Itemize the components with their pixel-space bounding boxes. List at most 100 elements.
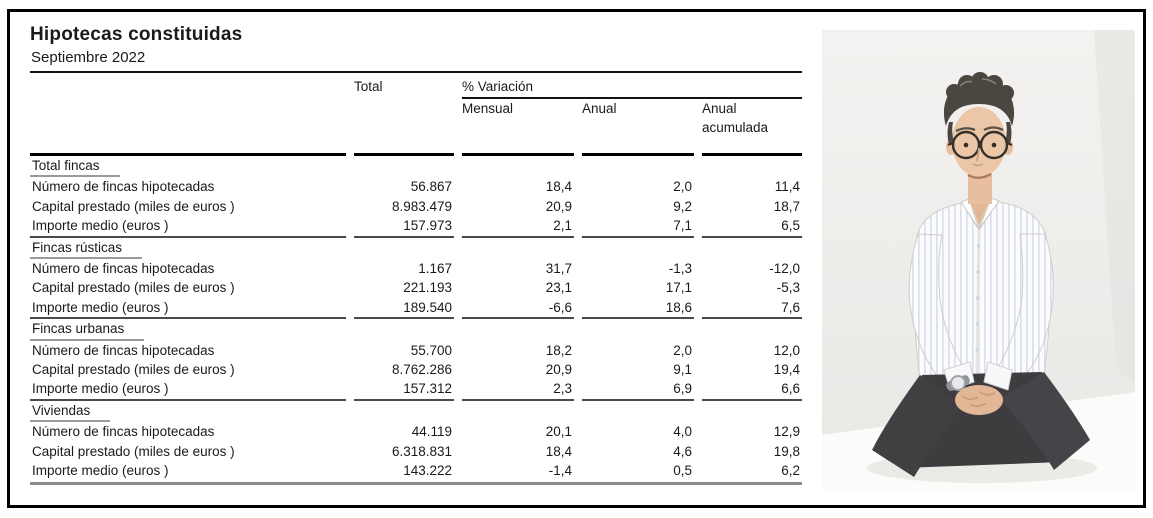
header-spacer: [30, 99, 346, 153]
section-title-row: Total fincas: [30, 153, 346, 178]
value-cell-monthly: 20,1: [545, 424, 572, 440]
row-label: Número de fincas hipotecadas: [32, 342, 215, 358]
value-cell-monthly: -1,4: [548, 463, 572, 479]
row-label: Importe medio (euros ): [32, 463, 169, 479]
row-label: Capital prestado (miles de euros ): [32, 198, 235, 214]
section-separator: [702, 317, 802, 340]
value-cell-annual-cumulative: 18,7: [773, 198, 800, 214]
value-cell-annual-cumulative: 7,6: [781, 299, 800, 315]
value-cell-monthly: -6,6: [548, 299, 572, 315]
value-cell-annual-cumulative: -12,0: [769, 261, 800, 277]
page-title: Hipotecas constituidas: [30, 24, 243, 45]
mortgages-table: Total % Variación Mensual Anual Anual ac…: [30, 73, 802, 489]
section-separator: [354, 153, 454, 177]
section-title-row: Fincas rústicas: [30, 235, 346, 260]
header-spacer: [30, 73, 346, 97]
value-cell-total: 56.867: [410, 179, 452, 195]
value-cell-annual-cumulative: 6,6: [781, 381, 800, 397]
value-cell-total: 143.222: [403, 463, 452, 479]
value-cell-total: 8.983.479: [391, 198, 452, 214]
header-spacer: [354, 99, 454, 153]
value-cell-annual-cumulative: 11,4: [774, 179, 800, 195]
value-cell-annual-cumulative: 12,9: [773, 424, 800, 440]
section-separator: [354, 398, 454, 422]
value-cell-total: 157.973: [403, 218, 452, 234]
row-label: Número de fincas hipotecadas: [32, 424, 215, 440]
value-cell-annual-cumulative: 12,0: [773, 342, 800, 358]
value-cell-annual-cumulative: -5,3: [776, 280, 800, 296]
row-label: Importe medio (euros ): [32, 299, 169, 315]
section-separator: [462, 153, 574, 177]
col-header-total: Total: [354, 79, 383, 94]
section-title-row: Viviendas: [30, 398, 346, 423]
row-label: Importe medio (euros ): [32, 218, 169, 234]
value-cell-annual: 18,6: [665, 299, 692, 315]
section-separator: [702, 398, 802, 422]
value-cell-monthly: 23,1: [545, 280, 572, 296]
value-cell-annual: -1,3: [668, 261, 692, 277]
col-header-variation-group: % Variación: [462, 73, 802, 99]
section-separator: [582, 398, 694, 422]
section-separator: [582, 153, 694, 177]
value-cell-annual-cumulative: 19,4: [773, 362, 800, 378]
row-label: Número de fincas hipotecadas: [32, 261, 215, 277]
value-cell-annual: 7,1: [673, 218, 692, 234]
section-title: Viviendas: [30, 401, 111, 423]
section-separator: [462, 398, 574, 422]
row-label: Capital prestado (miles de euros ): [32, 443, 235, 459]
value-cell-annual: 4,0: [673, 424, 692, 440]
section-title-row: Fincas urbanas: [30, 317, 346, 341]
section-separator: [462, 235, 574, 259]
section-title: Total fincas: [30, 156, 120, 178]
value-cell-monthly: 2,1: [553, 218, 572, 234]
person-illustration: [822, 30, 1135, 490]
section-separator: [582, 317, 694, 340]
value-cell-annual: 17,1: [665, 280, 692, 296]
value-cell-total: 221.193: [403, 280, 452, 296]
section-title: Fincas rústicas: [30, 238, 143, 260]
value-cell-monthly: 31,7: [545, 261, 572, 277]
row-label: Capital prestado (miles de euros ): [32, 362, 235, 378]
section-separator: [462, 317, 574, 340]
value-cell-annual: 0,5: [673, 463, 692, 479]
section-separator: [354, 235, 454, 259]
value-cell-total: 55.700: [410, 342, 452, 358]
value-cell-annual: 2,0: [673, 179, 692, 195]
section-separator: [354, 317, 454, 340]
value-cell-monthly: 18,2: [545, 342, 572, 358]
page-subtitle: Septiembre 2022: [31, 49, 146, 66]
document-frame: Hipotecas constituidas Septiembre 2022 T…: [7, 9, 1146, 508]
table-bottom-rule: [30, 481, 802, 489]
value-cell-total: 189.540: [403, 299, 452, 315]
col-header-annual: Anual: [582, 101, 617, 116]
value-cell-total: 157.312: [403, 381, 452, 397]
value-cell-annual-cumulative: 6,5: [781, 218, 800, 234]
report-header: Hipotecas constituidas Septiembre 2022: [30, 24, 802, 73]
value-cell-total: 44.119: [411, 424, 452, 440]
section-separator: [702, 235, 802, 259]
section-separator: [582, 235, 694, 259]
value-cell-annual: 9,2: [673, 198, 692, 214]
value-cell-total: 1.167: [418, 261, 452, 277]
col-header-monthly: Mensual: [462, 101, 514, 116]
value-cell-annual: 9,1: [673, 362, 692, 378]
value-cell-monthly: 18,4: [545, 443, 572, 459]
value-cell-monthly: 20,9: [545, 362, 572, 378]
value-cell-annual: 2,0: [673, 342, 692, 358]
value-cell-monthly: 20,9: [545, 198, 572, 214]
section-title: Fincas urbanas: [30, 319, 145, 341]
value-cell-total: 8.762.286: [391, 362, 452, 378]
value-cell-annual: 6,9: [673, 381, 692, 397]
row-label: Capital prestado (miles de euros ): [32, 280, 235, 296]
value-cell-annual-cumulative: 19,8: [773, 443, 800, 459]
col-header-annual-cumulative: Anual acumulada: [702, 101, 769, 136]
value-cell-monthly: 2,3: [553, 381, 572, 397]
value-cell-annual: 4,6: [673, 443, 692, 459]
row-label: Importe medio (euros ): [32, 381, 169, 397]
seated-man-photo: [822, 30, 1135, 490]
value-cell-annual-cumulative: 6,2: [781, 463, 800, 479]
value-cell-total: 6.318.831: [391, 443, 452, 459]
row-label: Número de fincas hipotecadas: [32, 179, 215, 195]
value-cell-monthly: 18,4: [545, 179, 572, 195]
section-separator: [702, 153, 802, 177]
